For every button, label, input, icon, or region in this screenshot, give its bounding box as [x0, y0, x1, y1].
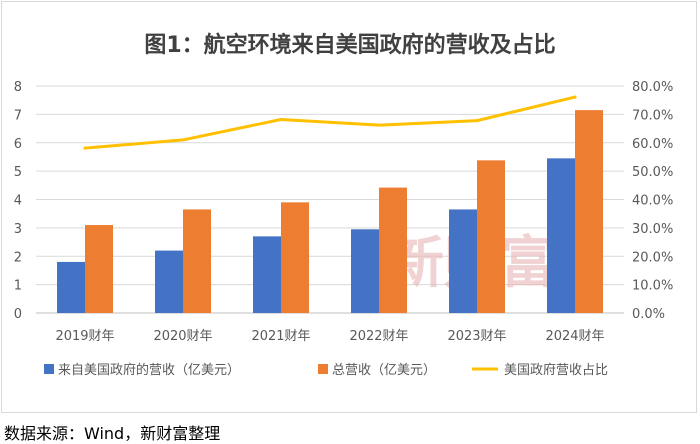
y-left-tick-label: 3 — [14, 222, 22, 237]
y-left-tick-label: 1 — [14, 279, 22, 294]
line-point-5 — [573, 95, 577, 99]
y-right-tick-label: 10.0% — [632, 279, 673, 294]
bar-series1-0 — [85, 225, 113, 313]
x-tick-label: 2022财年 — [349, 329, 408, 344]
bar-series1-3 — [379, 187, 407, 313]
bar-series0-2 — [253, 236, 281, 313]
chart-title: 图1：航空环境来自美国政府的营收及占比 — [144, 32, 555, 58]
line-point-4 — [475, 119, 479, 123]
bar-series0-4 — [449, 209, 477, 313]
legend-swatch-0 — [44, 364, 54, 374]
y-right-tick-label: 0.0% — [632, 307, 665, 322]
y-left-tick-label: 8 — [14, 80, 22, 95]
y-left-tick-label: 6 — [14, 137, 22, 152]
y-left-tick-label: 7 — [14, 108, 22, 123]
bar-series0-0 — [57, 261, 85, 313]
chart-frame: 图1：航空环境来自美国政府的营收及占比 0 1 2 3 4 5 6 7 8 0.0% 10.0% 2… — [1, 1, 697, 413]
y-right-tick-label: 70.0% — [632, 108, 673, 123]
bar-series1-1 — [183, 209, 211, 313]
bar-series0-5 — [547, 158, 575, 313]
y-right-ticks: 0.0% 10.0% 20.0% 30.0% 40.0% 50.0% 60.0% 70.0% 8… — [632, 80, 673, 322]
line-point-2 — [279, 117, 283, 121]
y-left-tick-label: 4 — [14, 194, 22, 209]
line-ratio — [83, 95, 577, 150]
x-ticks: 2019财年 2020财年 2021财年 2022财年 2023财年 2024财年 — [55, 329, 604, 344]
y-right-tick-label: 20.0% — [632, 250, 673, 265]
source-note: 数据来源：Wind，新财富整理 — [4, 424, 221, 443]
x-tick-label: 2023财年 — [447, 329, 506, 344]
y-left-tick-label: 5 — [14, 165, 22, 180]
legend-swatch-1 — [318, 364, 328, 374]
line-series — [83, 95, 577, 150]
legend-label-0: 来自美国政府的营收（亿美元） — [58, 362, 240, 378]
line-point-3 — [377, 123, 381, 127]
x-tick-label: 2024财年 — [545, 329, 604, 344]
y-left-tick-label: 0 — [14, 307, 22, 322]
x-tick-label: 2021财年 — [251, 329, 310, 344]
y-right-tick-label: 60.0% — [632, 137, 673, 152]
x-tick-label: 2020财年 — [153, 329, 212, 344]
bar-series1-4 — [477, 160, 505, 313]
y-right-tick-label: 50.0% — [632, 165, 673, 180]
bar-series0-1 — [155, 250, 183, 313]
legend-label-2: 美国政府营收占比 — [504, 363, 608, 378]
bars — [57, 110, 603, 314]
bar-series1-5 — [575, 110, 603, 314]
line-point-0 — [83, 146, 87, 150]
y-right-tick-label: 30.0% — [632, 222, 673, 237]
y-right-tick-label: 80.0% — [632, 80, 673, 95]
legend-label-1: 总营收（亿美元） — [332, 363, 436, 378]
x-tick-label: 2019财年 — [55, 329, 114, 344]
bar-series0-3 — [351, 229, 379, 313]
y-left-tick-label: 2 — [14, 250, 22, 265]
y-left-ticks: 0 1 2 3 4 5 6 7 8 — [14, 80, 22, 322]
line-point-1 — [181, 138, 185, 142]
legend: 来自美国政府的营收（亿美元） 总营收（亿美元） 美国政府营收占比 — [44, 362, 608, 378]
y-right-tick-label: 40.0% — [632, 194, 673, 209]
bar-series1-2 — [281, 202, 309, 313]
chart-svg: 图1：航空环境来自美国政府的营收及占比 0 1 2 3 4 5 6 7 8 0.0% 10.0% 2… — [14, 32, 674, 378]
